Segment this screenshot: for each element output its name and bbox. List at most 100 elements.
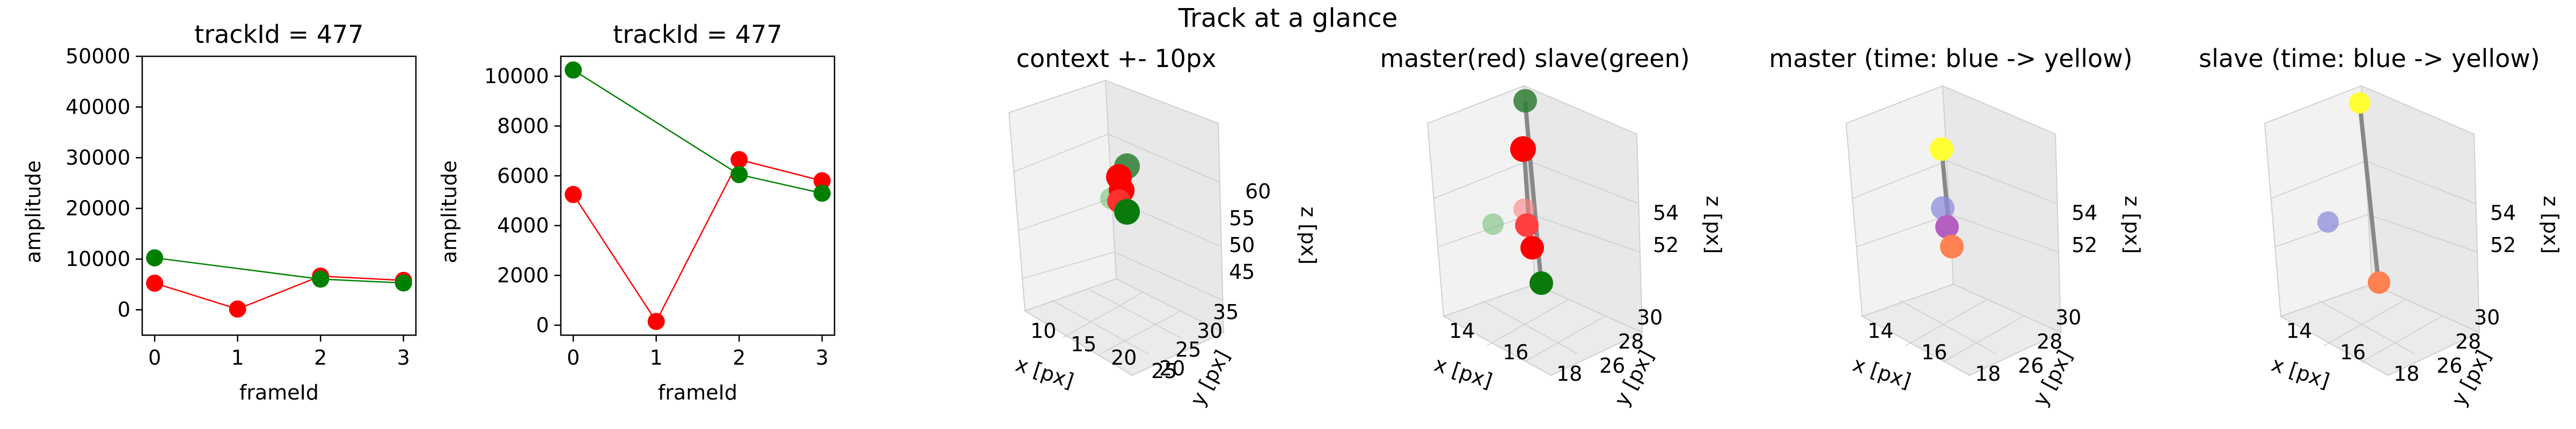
data-point <box>730 166 748 183</box>
y-tick: 30 <box>2055 306 2081 329</box>
z-axis-label: z [px] <box>1702 196 1725 254</box>
amplitude-chart-1: trackId = 477 frameId amplitude 0 1 2 3 0 100… <box>21 20 417 404</box>
pane-back-left <box>2264 85 2373 317</box>
point-master <box>1515 213 1539 237</box>
x-axis-label: x [px] <box>1013 352 1077 393</box>
z-axis-label: z [px] <box>2539 196 2563 254</box>
chart-title: trackId = 477 <box>613 20 782 49</box>
y-tick-label: 20000 <box>65 197 130 220</box>
z-tick-labels: 52 54 <box>2072 201 2097 257</box>
data-point <box>312 270 330 288</box>
x-tick-label: 3 <box>816 346 829 369</box>
chart-title: slave (time: blue -> yellow) <box>2199 44 2540 73</box>
chart-title: context +- 10px <box>1016 44 1217 73</box>
data-point <box>647 313 665 330</box>
point-slave-context <box>1482 213 1504 235</box>
x-axis-label: x [px] <box>2268 352 2332 393</box>
series-line <box>155 257 404 284</box>
point-master <box>1520 236 1544 260</box>
z-tick: 54 <box>2490 201 2516 225</box>
data-point <box>813 184 831 202</box>
x-tick: 14 <box>2286 319 2312 343</box>
y-tick-label: 4000 <box>497 214 549 238</box>
x-tick-label: 2 <box>314 346 327 369</box>
y-tick: 28 <box>2455 330 2481 353</box>
x-tick: 10 <box>1030 319 1056 343</box>
x-axis-label: x [px] <box>1850 352 1914 393</box>
y-tick-label: 8000 <box>497 114 549 138</box>
x-tick: 18 <box>1975 362 2001 386</box>
y-tick: 26 <box>2018 354 2044 378</box>
y-tick-label: 0 <box>118 298 130 322</box>
y-tick: 26 <box>2436 354 2462 378</box>
x-tick: 15 <box>1071 332 1096 356</box>
x-axis-label: frameId <box>658 381 737 404</box>
data-point <box>565 61 582 79</box>
data-point <box>730 151 748 168</box>
pane-back-left <box>1008 79 1117 312</box>
z-tick: 50 <box>1229 233 1255 257</box>
y-axis-label: amplitude <box>21 160 45 263</box>
x-tick-labels: 14 16 18 <box>2286 319 2419 386</box>
z-tick: 60 <box>1245 180 1271 203</box>
y-tick: 30 <box>2474 306 2500 329</box>
y-tick: 28 <box>1618 330 1644 353</box>
chart-title: trackId = 477 <box>194 20 363 49</box>
chart-title: master (time: blue -> yellow) <box>1769 44 2132 73</box>
scatter-points <box>1482 89 1553 295</box>
y-tick: 30 <box>1637 306 1663 329</box>
x-tick: 18 <box>2394 362 2419 386</box>
y-tick: 20 <box>1159 357 1185 380</box>
y-axis-label: amplitude <box>437 160 461 263</box>
series-line <box>573 159 823 323</box>
x-tick: 25 <box>1151 359 1177 383</box>
track-link <box>2358 102 2381 284</box>
x-tick: 20 <box>1111 346 1137 369</box>
z-tick-labels: 45 50 55 60 <box>1229 180 1271 284</box>
x-tick: 16 <box>2340 341 2366 364</box>
amplitude-chart-2: trackId = 477 frameId amplitude 0 1 2 3 0 200… <box>437 20 836 404</box>
z-tick: 55 <box>1229 206 1255 230</box>
data-point <box>394 274 412 292</box>
x-tick-label: 3 <box>397 346 410 369</box>
y-tick: 30 <box>1197 319 1223 343</box>
point-t2 <box>1940 235 1964 258</box>
x-tick: 16 <box>1921 341 1947 364</box>
context-3d-plot: context +- 10px 10 <box>1008 44 1320 410</box>
z-tick: 54 <box>2072 201 2097 225</box>
z-tick: 54 <box>1653 201 1679 225</box>
x-tick-label: 1 <box>650 346 663 369</box>
pane-floor <box>1023 278 1225 376</box>
y-tick-label: 10000 <box>484 64 549 88</box>
point-t0 <box>1931 196 1955 220</box>
slave-time-3d-plot: slave (time: blue -> yellow) 14 16 18 <box>2199 44 2563 410</box>
y-tick-label: 10000 <box>65 247 130 271</box>
point-t1 <box>1935 215 1959 239</box>
z-tick: 52 <box>2490 233 2516 257</box>
data-point <box>813 172 831 190</box>
x-tick: 16 <box>1503 341 1528 364</box>
x-tick: 18 <box>1556 362 1582 386</box>
y-tick-labels: 26 28 30 <box>1599 306 1663 378</box>
z-tick-labels: 52 54 <box>2490 201 2516 257</box>
grid-lines <box>1014 134 1224 354</box>
z-tick-labels: 52 54 <box>1653 201 1679 257</box>
x-tick-label: 0 <box>148 346 161 369</box>
data-point <box>565 186 582 203</box>
x-tick-labels: 14 16 18 <box>1868 319 2001 386</box>
series-line <box>573 69 823 194</box>
point-t0 <box>2317 211 2339 233</box>
point-t3 <box>2349 92 2370 114</box>
y-tick: 26 <box>1599 354 1625 378</box>
grid-lines <box>1852 160 2059 363</box>
x-tick-label: 0 <box>567 346 580 369</box>
y-tick-labels: 20 25 30 35 <box>1159 300 1239 380</box>
z-tick: 52 <box>1653 233 1679 257</box>
z-tick: 52 <box>2072 233 2097 257</box>
point-slave <box>1114 199 1140 225</box>
data-point <box>146 275 164 292</box>
point-master <box>1510 136 1536 162</box>
x-tick-label: 1 <box>231 346 244 369</box>
y-tick-label: 2000 <box>497 264 549 287</box>
